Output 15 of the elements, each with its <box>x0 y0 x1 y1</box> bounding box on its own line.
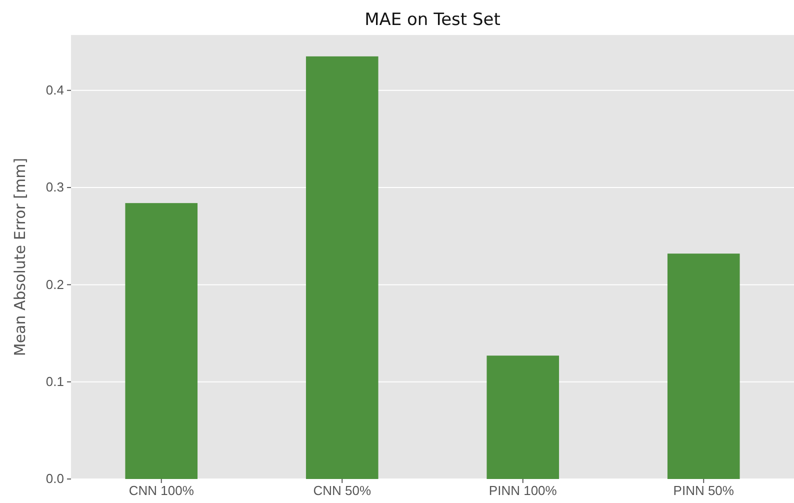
x-tick-label: PINN 100% <box>488 483 558 498</box>
y-tick-label: 0.0 <box>46 471 64 486</box>
bar <box>486 356 560 479</box>
bar <box>306 56 378 479</box>
y-tick-label: 0.1 <box>46 374 64 390</box>
y-tick-label: 0.2 <box>46 276 64 292</box>
chart-title: MAE on Test Set <box>364 10 501 30</box>
y-axis-title: Mean Absolute Error [mm] <box>11 158 29 356</box>
x-tick-label: PINN 50% <box>673 483 734 498</box>
bar <box>667 254 740 479</box>
bar <box>125 203 198 479</box>
y-tick-label: 0.4 <box>46 82 64 98</box>
x-tick-label: CNN 100% <box>128 483 194 498</box>
y-tick-label: 0.3 <box>46 180 64 195</box>
x-tick-label: CNN 50% <box>313 483 372 498</box>
